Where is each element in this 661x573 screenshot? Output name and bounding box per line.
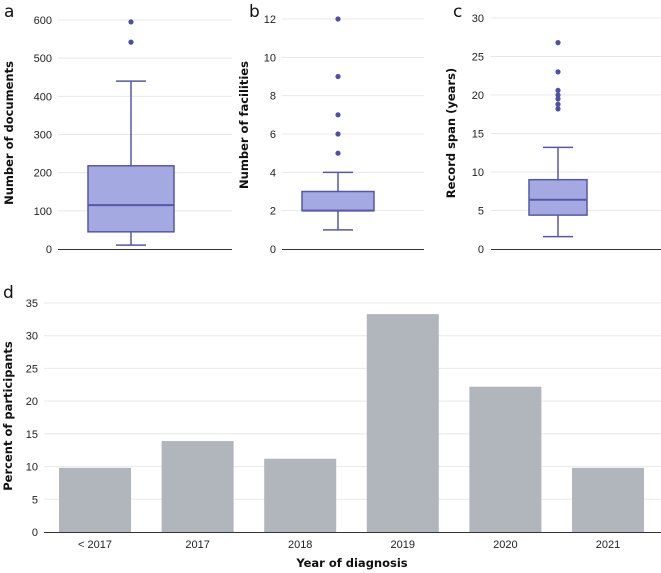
ytick-c-0: 0 <box>478 244 484 256</box>
bar-3 <box>366 314 439 532</box>
ytick-d-3: 15 <box>26 429 38 441</box>
outlier-a-0 <box>128 39 134 45</box>
bar-0 <box>59 467 131 532</box>
ytick-a-0: 0 <box>46 244 52 256</box>
xtick-d-3: 2019 <box>391 539 415 551</box>
panel-b-boxplot: 0 2 4 6 8 10 12 <box>264 14 424 256</box>
ylabel-a: Number of documents <box>2 61 16 205</box>
ytick-a-2: 200 <box>34 168 52 180</box>
ytick-b-3: 6 <box>270 129 276 141</box>
ytick-d-1: 5 <box>32 494 38 506</box>
ytick-a-5: 500 <box>34 53 52 65</box>
ytick-a-1: 100 <box>34 206 52 218</box>
outlier-a-1 <box>128 19 134 25</box>
outlier-c-4 <box>555 87 561 93</box>
ytick-d-7: 35 <box>26 298 38 310</box>
ylabel-d: Percent of participants <box>1 341 15 491</box>
outlier-b-0 <box>335 150 341 156</box>
ytick-c-3: 15 <box>472 129 484 141</box>
panel-a-boxplot: 0 100 200 300 400 500 600 <box>34 15 232 256</box>
ytick-b-2: 4 <box>270 167 276 179</box>
ytick-c-4: 20 <box>472 90 484 102</box>
ytick-d-5: 25 <box>26 363 38 375</box>
outlier-c-2 <box>555 96 561 102</box>
xtick-d-0: < 2017 <box>78 539 112 551</box>
outlier-b-4 <box>335 16 341 22</box>
ytick-a-6: 600 <box>34 15 52 27</box>
bar-2 <box>264 458 337 532</box>
ytick-d-6: 30 <box>26 331 38 343</box>
ytick-b-4: 8 <box>270 91 276 103</box>
ylabel-b: Number of facilities <box>237 61 251 189</box>
outlier-c-6 <box>555 40 561 46</box>
outlier-b-3 <box>335 73 341 80</box>
ytick-c-6: 30 <box>472 13 484 25</box>
bar-5 <box>572 467 644 532</box>
box-iqr-a <box>87 165 175 233</box>
ytick-b-6: 12 <box>264 14 276 26</box>
xlabel-d: Year of diagnosis <box>295 556 407 570</box>
outlier-c-0 <box>555 106 561 112</box>
bar-1 <box>161 441 234 532</box>
box-iqr-b <box>301 190 375 212</box>
outlier-b-1 <box>335 131 341 137</box>
ytick-d-2: 10 <box>26 462 38 474</box>
panel-d-barchart: 0 5 10 15 20 25 30 35 < 2017 2017 2018 2019 2020 2021 <box>26 298 661 551</box>
ytick-d-4: 20 <box>26 396 38 408</box>
box-iqr-c <box>528 178 588 216</box>
panel-letter-b: b <box>249 2 260 22</box>
xtick-d-5: 2021 <box>596 539 620 551</box>
panel-c-boxplot: 0 5 10 15 20 25 30 <box>472 13 661 256</box>
ytick-a-3: 300 <box>34 130 52 142</box>
xtick-d-2: 2018 <box>288 539 312 551</box>
ytick-b-1: 2 <box>270 206 276 218</box>
ytick-a-4: 400 <box>34 91 52 103</box>
ytick-b-0: 0 <box>270 244 276 256</box>
ytick-b-5: 10 <box>264 52 276 64</box>
bar-4 <box>469 386 542 532</box>
ytick-c-1: 5 <box>478 206 484 218</box>
xtick-d-4: 2020 <box>493 539 517 551</box>
outlier-c-1 <box>555 101 561 107</box>
outlier-c-5 <box>555 69 561 75</box>
outlier-c-3 <box>555 92 561 98</box>
panel-letter-d: d <box>3 283 14 303</box>
xtick-d-1: 2017 <box>185 539 209 551</box>
outlier-b-2 <box>335 112 341 118</box>
ylabel-c: Record span (years) <box>444 68 458 198</box>
ytick-c-5: 25 <box>472 52 484 64</box>
ytick-d-0: 0 <box>32 527 38 539</box>
panel-letter-c: c <box>453 2 462 22</box>
panel-letter-a: a <box>4 2 14 22</box>
ytick-c-2: 10 <box>472 167 484 179</box>
